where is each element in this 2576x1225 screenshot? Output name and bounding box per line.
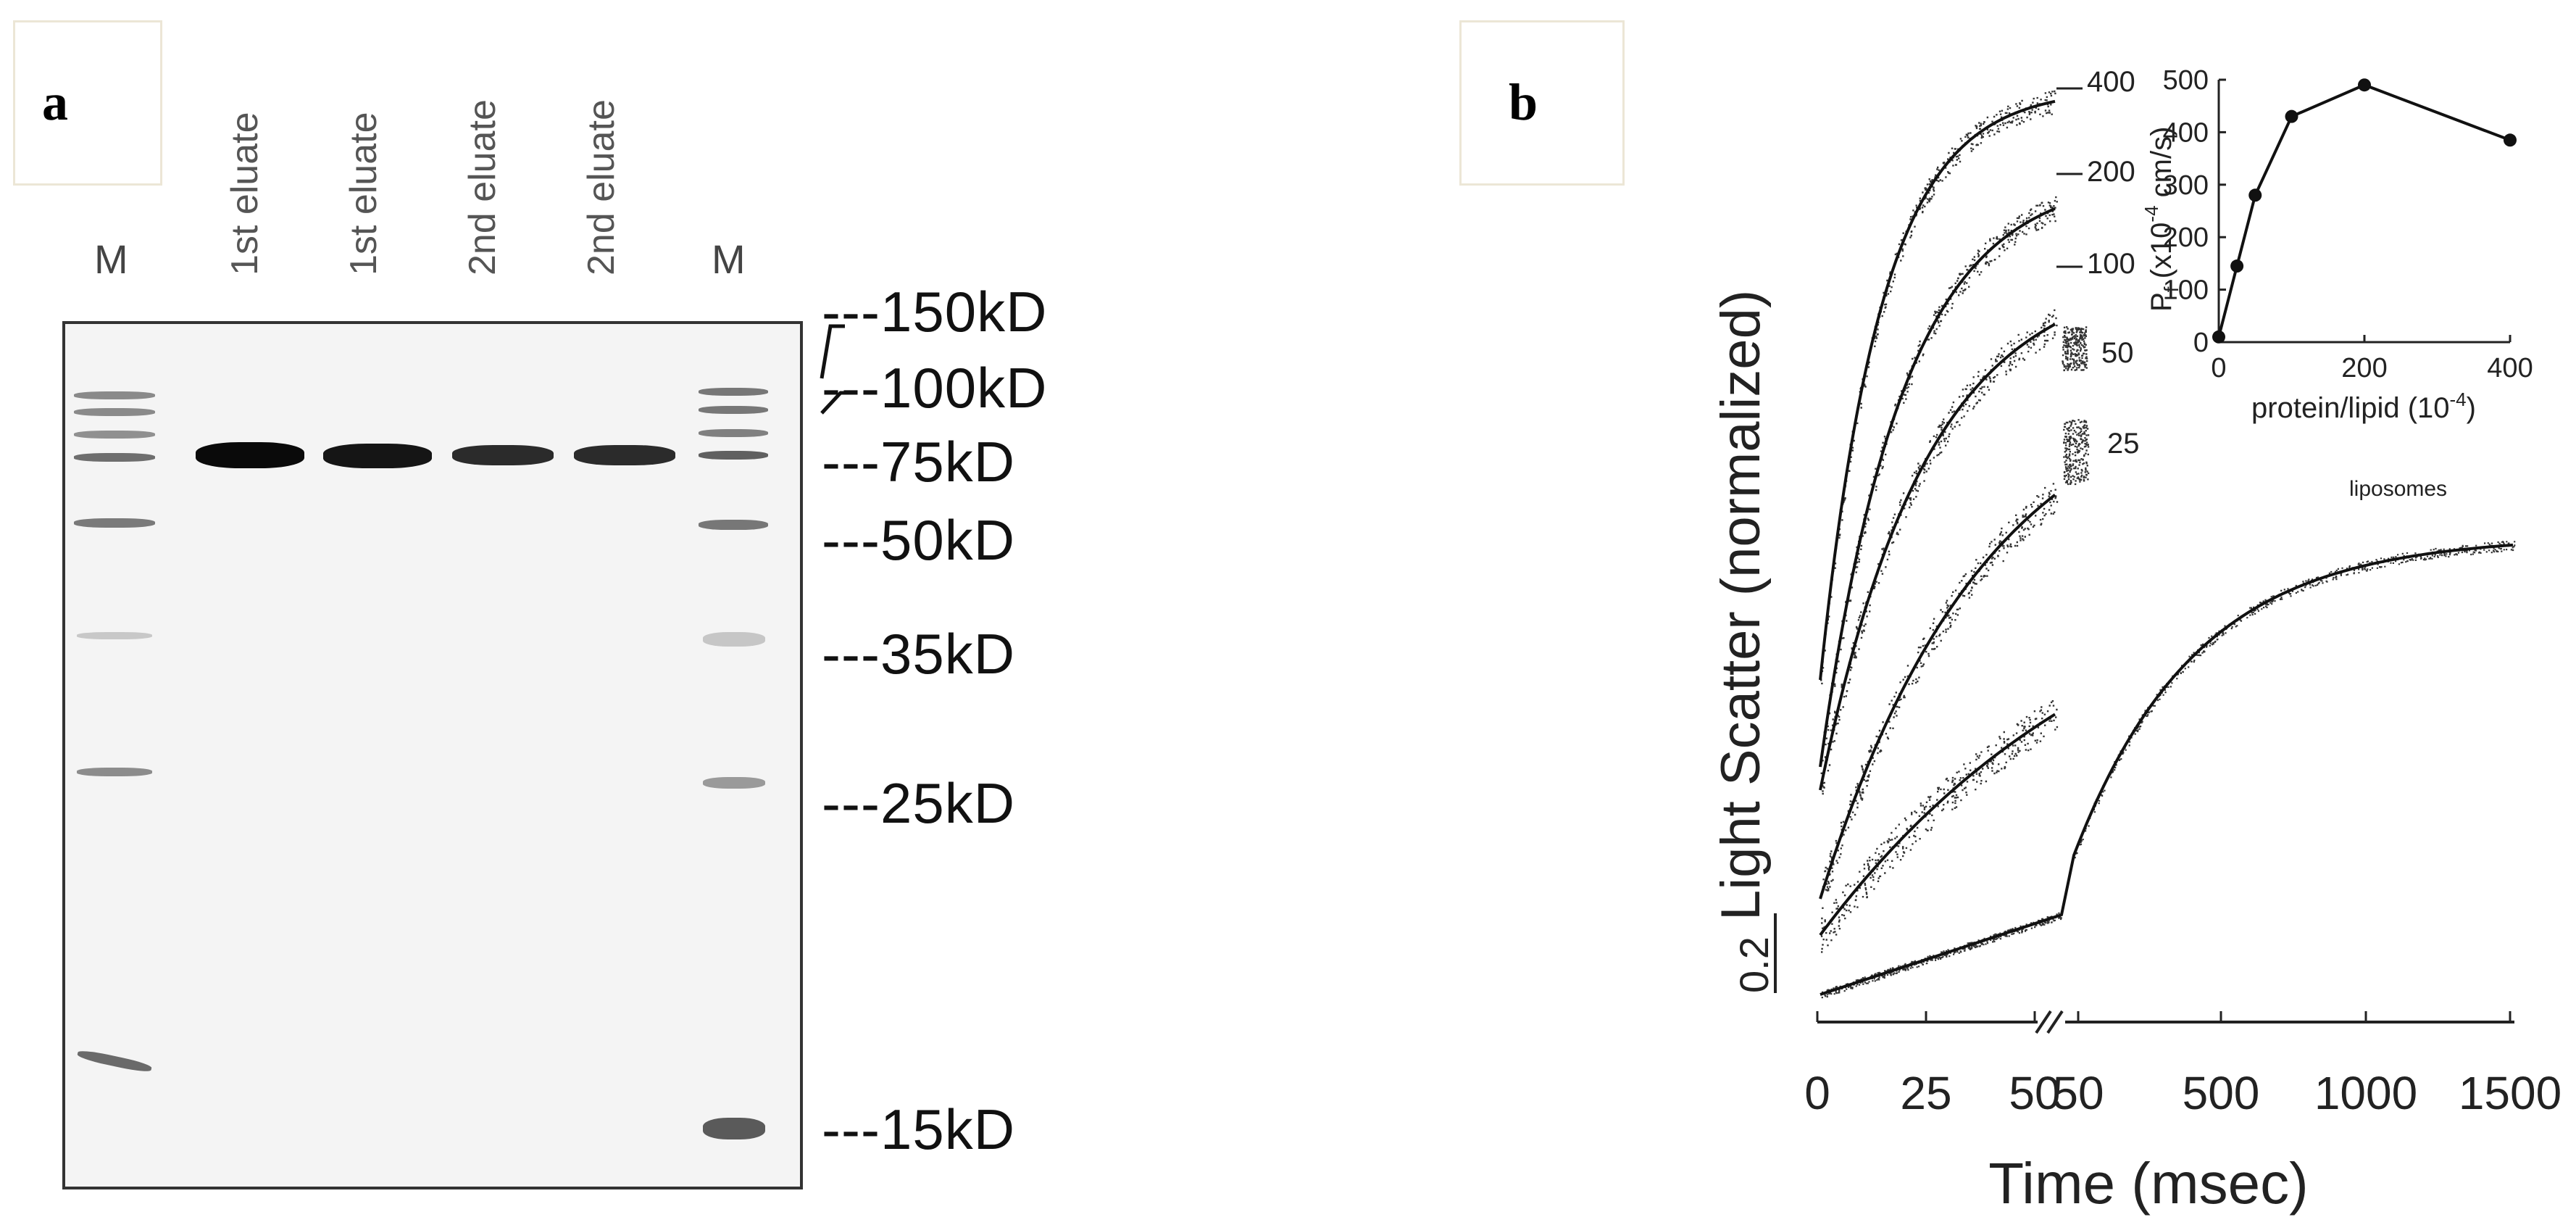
scatter-cluster: [2063, 419, 2090, 486]
inset-data-point: [2504, 133, 2517, 147]
marker-label-100kd: ---100kD: [822, 356, 1048, 420]
axis-break-mark: [2046, 1010, 2064, 1034]
fit-curve: [1819, 207, 2056, 768]
eluate-band: [574, 445, 675, 465]
x-tick-label: 0: [1804, 1067, 1830, 1119]
inset-x-tick-label: 0: [2211, 353, 2226, 383]
marker-band: [699, 429, 768, 437]
inset-data-point: [2285, 109, 2298, 123]
curve-label-liposomes: liposomes: [2349, 477, 2447, 501]
inset-y-tick-label: 100: [2163, 275, 2209, 306]
inset-x-tick-label: 200: [2341, 353, 2387, 383]
marker-label-25kd: ---25kD: [822, 771, 1016, 835]
fit-curve: [1819, 494, 2056, 900]
marker-band: [77, 768, 152, 776]
y-axis-label: Light Scatter (normalized): [1710, 290, 1772, 921]
curve-label-25: 25: [2107, 428, 2140, 460]
curve-label-400: 400: [2087, 66, 2135, 98]
marker-band: [703, 777, 765, 789]
fit-curve: [1819, 323, 2056, 791]
lane-label-m-right: M: [712, 236, 746, 282]
marker-band: [699, 451, 768, 460]
marker-label-15kd: ---15kD: [822, 1097, 1016, 1161]
inset-y-tick-label: 400: [2163, 117, 2209, 148]
scatter-dots: [1822, 483, 2059, 909]
x-axis-label: Time (msec): [1988, 1151, 2308, 1216]
scatter-dots-liposomes: [1820, 541, 2516, 999]
scale-bar-label: 0.2: [1731, 937, 1777, 993]
marker-label-35kd: ---35kD: [822, 622, 1016, 686]
inset-y-label: Pf (x10-4 cm/s): [2141, 127, 2183, 312]
scatter-dots: [1820, 700, 2059, 953]
marker-label-150kd: ---150kD: [822, 280, 1048, 344]
scatter-cluster: [2062, 326, 2088, 372]
x-tick-label: 1500: [2459, 1067, 2562, 1119]
curve-label-100: 100: [2087, 248, 2135, 280]
x-tick-label: 500: [2183, 1067, 2260, 1119]
inset-fit-line: [2217, 83, 2511, 338]
marker-label-50kd: ---50kD: [822, 508, 1016, 572]
fit-curve: [1819, 713, 2056, 937]
x-tick-label: 1000: [2314, 1067, 2417, 1119]
axis-break-mark: [2035, 1010, 2052, 1034]
marker-band: [74, 408, 155, 416]
inset-y-tick-label: 500: [2163, 65, 2209, 96]
x-tick-label: 50: [2052, 1067, 2104, 1119]
eluate-band: [323, 444, 432, 468]
marker-band: [74, 431, 155, 439]
curve-label-50: 50: [2101, 337, 2134, 369]
inset-data-point: [2212, 330, 2225, 344]
marker-band: [699, 406, 768, 414]
x-tick-label: 50: [2009, 1067, 2060, 1119]
scatter-dots: [1820, 90, 2056, 685]
curve-label-200: 200: [2087, 156, 2135, 188]
marker-band: [74, 453, 155, 462]
fit-curve-liposomes: [1820, 543, 2514, 996]
marker-bracket-lines: [820, 324, 848, 415]
inset-y-tick-label: 300: [2163, 170, 2209, 201]
inset-y-tick-label: 200: [2163, 223, 2209, 253]
inset-data-point: [2248, 188, 2262, 202]
marker-band: [74, 391, 155, 399]
marker-band: [703, 632, 765, 647]
marker-band: [703, 1118, 765, 1139]
panel-b-letter: b: [1509, 73, 1538, 131]
sds-page-gel: [62, 321, 803, 1189]
scatter-dots: [1820, 196, 2058, 774]
inset-data-point: [2358, 78, 2371, 92]
marker-band: [699, 388, 768, 396]
eluate-band: [196, 442, 304, 468]
marker-band: [699, 520, 768, 530]
lane-label-m-left: M: [94, 236, 128, 282]
marker-band: [74, 518, 155, 528]
panel-a-letter: a: [42, 73, 68, 131]
panel-a-label-box: [13, 20, 162, 186]
inset-x-tick-label: 400: [2487, 353, 2533, 383]
fit-curve: [1819, 99, 2056, 681]
eluate-band: [452, 445, 554, 465]
x-tick-label: 25: [1900, 1067, 1951, 1119]
inset-data-point: [2230, 259, 2244, 273]
marker-label-75kd: ---75kD: [822, 430, 1016, 494]
marker-band: [77, 632, 152, 639]
inset-x-label: protein/lipid (10-4): [2251, 389, 2476, 424]
inset-y-tick-label: 0: [2193, 328, 2209, 358]
panel-b-label-box: [1459, 20, 1625, 186]
